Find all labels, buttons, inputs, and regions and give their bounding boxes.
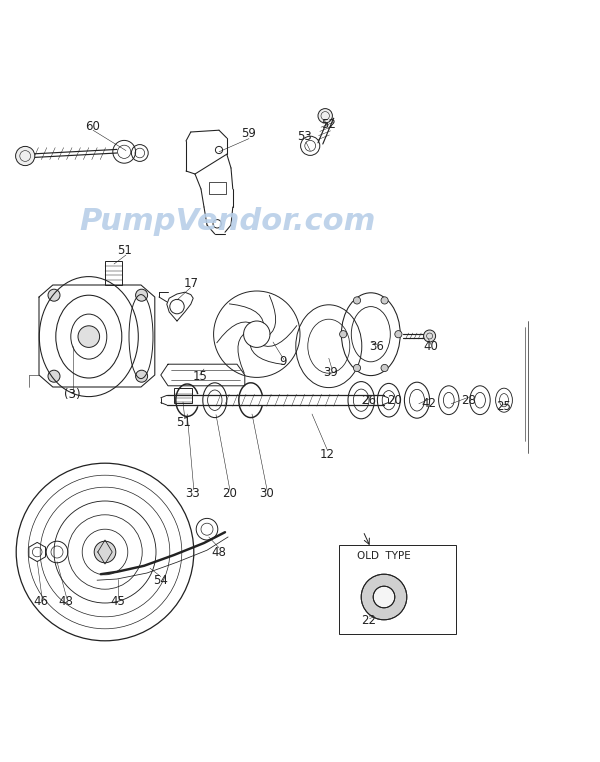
- Text: 20: 20: [388, 394, 402, 407]
- Text: 12: 12: [320, 448, 335, 461]
- Text: 28: 28: [461, 394, 476, 407]
- Text: 39: 39: [323, 366, 338, 379]
- Circle shape: [424, 330, 436, 342]
- Text: 33: 33: [185, 488, 200, 501]
- Text: 51: 51: [118, 245, 132, 258]
- Circle shape: [353, 364, 361, 372]
- Text: 45: 45: [110, 595, 125, 608]
- Circle shape: [340, 331, 347, 338]
- Circle shape: [353, 297, 361, 304]
- Circle shape: [48, 290, 60, 301]
- Text: 51: 51: [176, 417, 191, 430]
- Text: 54: 54: [154, 575, 168, 588]
- Text: 9: 9: [279, 354, 286, 368]
- Circle shape: [78, 326, 100, 347]
- Circle shape: [318, 109, 332, 123]
- Text: 48: 48: [212, 546, 226, 559]
- Text: 26: 26: [361, 394, 376, 407]
- Circle shape: [94, 541, 116, 563]
- Text: 53: 53: [298, 130, 312, 143]
- Text: 46: 46: [34, 595, 49, 608]
- Text: 42: 42: [421, 397, 437, 410]
- Circle shape: [16, 146, 35, 165]
- Text: (3): (3): [64, 389, 80, 402]
- Bar: [339, 546, 456, 634]
- Circle shape: [48, 370, 60, 383]
- Text: 15: 15: [193, 370, 207, 383]
- Text: 22: 22: [361, 614, 376, 627]
- Text: 40: 40: [424, 340, 438, 353]
- Text: PumpVendor.com: PumpVendor.com: [80, 207, 376, 236]
- Bar: [209, 182, 226, 194]
- Circle shape: [381, 364, 388, 372]
- Bar: [105, 261, 122, 285]
- Text: 48: 48: [59, 595, 73, 608]
- Circle shape: [395, 331, 402, 338]
- Text: 20: 20: [223, 488, 237, 501]
- Text: 60: 60: [86, 120, 100, 133]
- Text: 59: 59: [242, 127, 256, 140]
- Text: 30: 30: [260, 488, 274, 501]
- Circle shape: [381, 297, 388, 304]
- Bar: [174, 388, 192, 403]
- Circle shape: [373, 586, 395, 608]
- Circle shape: [136, 370, 148, 383]
- Circle shape: [136, 290, 148, 301]
- Text: 36: 36: [370, 340, 384, 353]
- Text: 25: 25: [497, 400, 511, 413]
- Circle shape: [361, 575, 407, 620]
- Text: 17: 17: [184, 277, 198, 290]
- Text: 52: 52: [322, 117, 336, 131]
- Text: OLD  TYPE: OLD TYPE: [357, 551, 411, 561]
